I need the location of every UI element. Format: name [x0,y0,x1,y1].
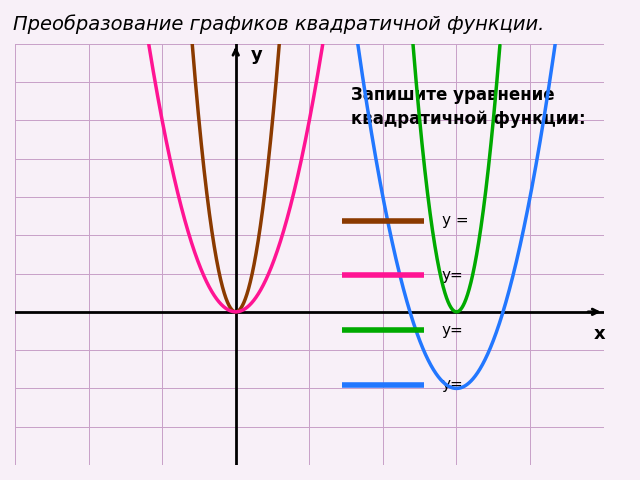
Text: Запишите уравнение
квадратичной функции:: Запишите уравнение квадратичной функции: [351,86,585,128]
Text: y=: y= [442,323,463,338]
Text: y: y [250,46,262,64]
Text: y =: y = [442,213,468,228]
Text: y=: y= [442,377,463,393]
Text: x: x [594,325,606,343]
Text: y=: y= [442,268,463,283]
Text: Преобразование графиков квадратичной функции.: Преобразование графиков квадратичной фун… [13,14,544,34]
